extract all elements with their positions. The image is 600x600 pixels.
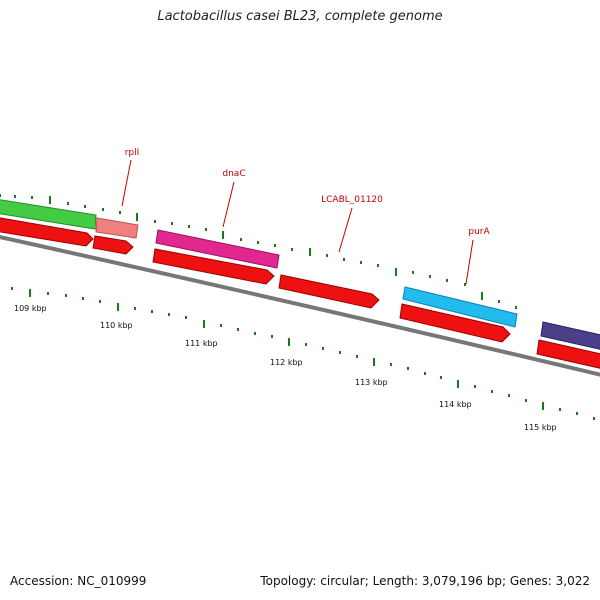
gene-feature-rplI[interactable] <box>95 217 139 239</box>
tick-label-113: 113 kbp <box>355 378 388 387</box>
cds-arrow[interactable] <box>152 248 275 285</box>
cds-arrow[interactable] <box>0 217 94 247</box>
accession-label: Accession: <box>10 574 74 588</box>
tick-label-111: 111 kbp <box>185 339 218 348</box>
length-label: Length: <box>372 574 419 588</box>
accession-value: NC_010999 <box>77 574 147 588</box>
genes-value: 3,022 <box>555 574 590 588</box>
leader-LCABL_01120 <box>338 207 353 253</box>
gene-label-dnaC[interactable]: dnaC <box>222 169 245 179</box>
gene-label-LCABL_01120[interactable]: LCABL_01120 <box>321 195 383 205</box>
cds-arrow[interactable] <box>536 339 600 370</box>
topology-label: Topology: <box>260 574 317 588</box>
tick-label-110: 110 kbp <box>100 321 133 330</box>
tick-label-109: 109 kbp <box>14 304 47 313</box>
gene-labels: rplI dnaC LCABL_01120 purA <box>125 148 491 237</box>
tick-labels: 109 kbp 110 kbp 111 kbp 112 kbp 113 kbp … <box>14 304 557 432</box>
map-title: Lactobacillus casei BL23, complete genom… <box>157 9 443 24</box>
gene-label-leaders <box>121 159 474 285</box>
topology-value: circular <box>320 574 365 588</box>
gene-feature-dnaC[interactable] <box>155 229 280 269</box>
cds-arrow[interactable] <box>278 274 380 309</box>
genes-label: Genes: <box>509 574 552 588</box>
gene-feature-purA[interactable] <box>402 286 518 328</box>
leader-rplI <box>121 159 132 207</box>
backbone-line <box>0 235 600 377</box>
tick-label-114: 114 kbp <box>439 400 472 409</box>
gene-label-purA[interactable]: purA <box>468 227 490 237</box>
gene-feature-purple[interactable] <box>540 321 600 351</box>
inner-tick-track <box>11 287 595 420</box>
cds-arrow[interactable] <box>92 235 134 255</box>
leader-purA <box>465 239 474 285</box>
topology-info: Topology: circular <box>260 574 364 588</box>
tick-label-115: 115 kbp <box>524 423 557 432</box>
length-info: Length: 3,079,196 bp <box>365 574 502 588</box>
cds-track <box>0 217 600 370</box>
gene-feature-green[interactable] <box>0 199 97 230</box>
gene-label-rplI[interactable]: rplI <box>125 148 140 158</box>
outer-tick-track <box>0 194 517 309</box>
leader-dnaC <box>222 181 235 228</box>
tick-label-112: 112 kbp <box>270 358 303 367</box>
genome-summary: Topology: circularLength: 3,079,196 bpGe… <box>260 574 590 588</box>
accession-info: Accession: NC_010999 <box>10 574 146 588</box>
genes-info: Genes: 3,022 <box>502 574 590 588</box>
cds-arrow[interactable] <box>399 303 511 343</box>
length-value: 3,079,196 bp <box>421 574 502 588</box>
outer-gene-track <box>0 199 600 351</box>
